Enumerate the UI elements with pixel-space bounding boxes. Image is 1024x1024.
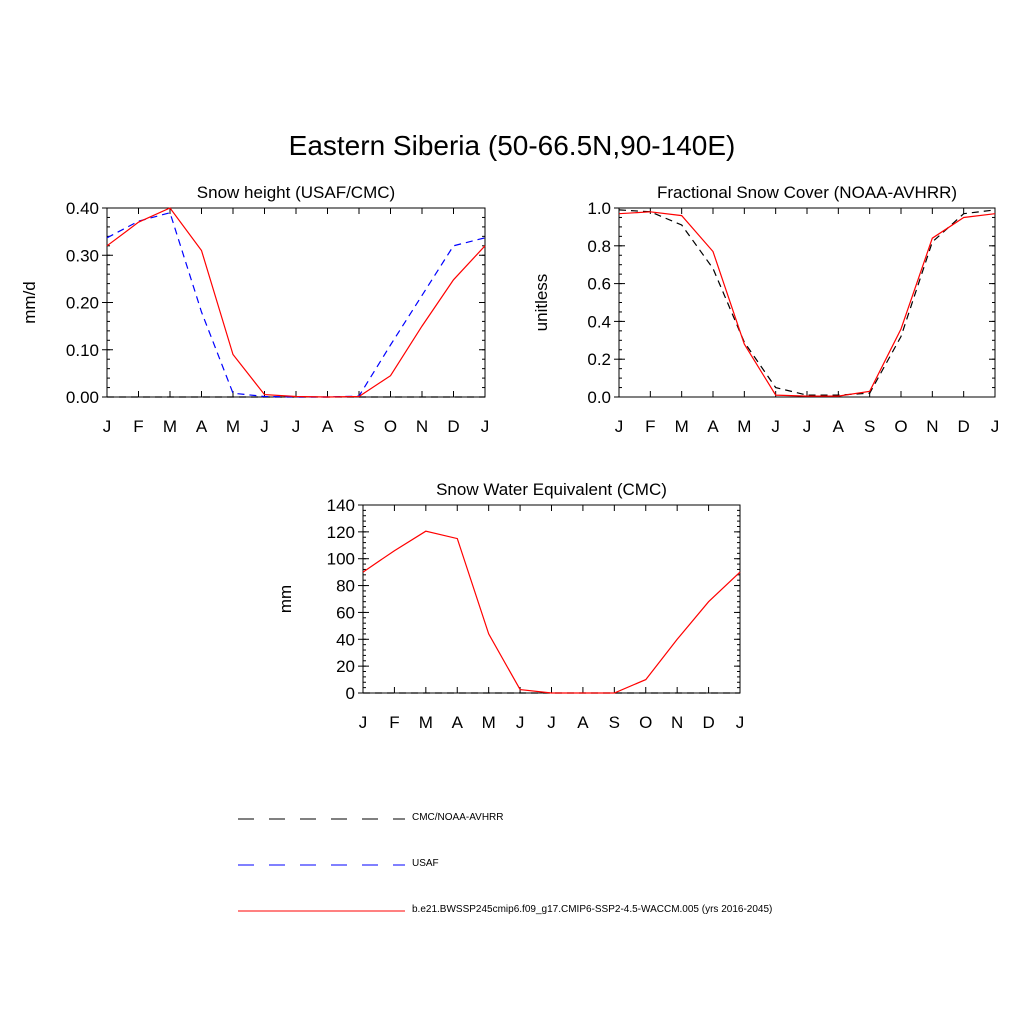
x-tick-label: M [675, 417, 689, 436]
y-tick-label: 40 [336, 630, 355, 649]
x-tick-label: J [359, 713, 368, 732]
x-tick-label: J [771, 417, 780, 436]
y-tick-label: 0.6 [587, 275, 611, 294]
x-tick-label: A [833, 417, 845, 436]
x-tick-label: O [384, 417, 397, 436]
x-tick-label: A [322, 417, 334, 436]
x-tick-label: O [639, 713, 652, 732]
x-tick-label: J [803, 417, 812, 436]
y-axis-label: mm/d [20, 281, 39, 324]
x-tick-label: A [452, 713, 464, 732]
x-tick-label: M [163, 417, 177, 436]
x-tick-label: J [103, 417, 112, 436]
y-tick-label: 0 [346, 684, 355, 703]
y-tick-label: 0.4 [587, 312, 611, 331]
x-tick-label: S [864, 417, 875, 436]
series-line-usaf [106, 211, 486, 398]
y-axis-label: mm [276, 585, 295, 613]
x-tick-label: J [736, 713, 745, 732]
x-tick-label: A [707, 417, 719, 436]
y-tick-label: 140 [327, 496, 355, 515]
x-tick-label: N [926, 417, 938, 436]
series-line-b-e21-bwssp245cmip6-f09-g17-cmip6-ssp2-4 [362, 530, 741, 694]
y-tick-label: 1.0 [587, 199, 611, 218]
x-tick-label: J [991, 417, 1000, 436]
x-tick-label: J [547, 713, 556, 732]
y-tick-label: 0.30 [66, 246, 99, 265]
page-title: Eastern Siberia (50-66.5N,90-140E) [288, 130, 736, 161]
x-tick-label: J [615, 417, 624, 436]
y-tick-label: 100 [327, 550, 355, 569]
plot-frame [106, 207, 486, 398]
chart-title: Fractional Snow Cover (NOAA-AVHRR) [657, 183, 957, 202]
y-tick-label: 20 [336, 657, 355, 676]
plot-frame [362, 504, 741, 694]
x-tick-label: J [260, 417, 269, 436]
x-tick-label: D [702, 713, 714, 732]
y-tick-label: 0.0 [587, 388, 611, 407]
x-tick-label: J [292, 417, 301, 436]
legend-lines [238, 818, 405, 912]
x-tick-label: J [516, 713, 525, 732]
x-tick-label: N [671, 713, 683, 732]
y-tick-label: 0.40 [66, 199, 99, 218]
x-tick-label: D [447, 417, 459, 436]
y-tick-label: 0.00 [66, 388, 99, 407]
x-tick-label: D [958, 417, 970, 436]
x-tick-label: M [737, 417, 751, 436]
chart-title: Snow Water Equivalent (CMC) [436, 480, 667, 499]
y-axis-label: unitless [532, 274, 551, 332]
x-tick-label: O [894, 417, 907, 436]
x-tick-label: M [226, 417, 240, 436]
chart-panel-fractional-snow-cover: J F M A M J J A S O N D J0.00.20.40.60.81.0unitlessF… [532, 183, 999, 436]
x-tick-label: M [419, 713, 433, 732]
x-tick-label: A [577, 713, 589, 732]
x-tick-label: J [481, 417, 490, 436]
chart-panel-snow-height: J F M A M J J A S O N D J0.000.100.200.300.40mm/dSno… [20, 183, 489, 436]
series-line-b-e21-bwssp245cmip6-f09-g17-cmip6-ssp2-4 [618, 211, 996, 397]
chart-title: Snow height (USAF/CMC) [197, 183, 395, 202]
x-tick-label: N [416, 417, 428, 436]
y-tick-label: 0.20 [66, 294, 99, 313]
x-tick-label: S [609, 713, 620, 732]
x-tick-label: A [196, 417, 208, 436]
y-tick-label: 80 [336, 577, 355, 596]
series-line-b-e21-bwssp245cmip6-f09-g17-cmip6-ssp2-4 [106, 207, 486, 398]
x-tick-label: F [389, 713, 399, 732]
x-tick-label: F [645, 417, 655, 436]
x-tick-label: M [482, 713, 496, 732]
series-line-cmc-noaa-avhrr [618, 209, 996, 396]
x-tick-label: S [353, 417, 364, 436]
y-tick-label: 120 [327, 523, 355, 542]
y-tick-label: 0.8 [587, 237, 611, 256]
y-tick-label: 0.2 [587, 350, 611, 369]
y-tick-label: 60 [336, 603, 355, 622]
y-tick-label: 0.10 [66, 341, 99, 360]
x-tick-label: F [133, 417, 143, 436]
